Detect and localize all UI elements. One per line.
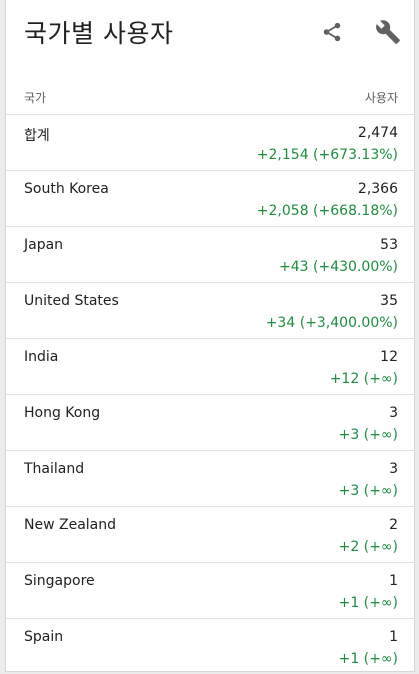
users-value: 2,366 <box>357 181 398 197</box>
country-name: Japan <box>24 237 64 253</box>
table-row[interactable]: Spain 1 +1 (+∞) <box>6 619 414 674</box>
users-value: 2 <box>389 517 398 533</box>
table-row[interactable]: Thailand 3 +3 (+∞) <box>6 451 414 507</box>
table-row[interactable]: Singapore 1 +1 (+∞) <box>6 563 414 619</box>
users-change: +3 (+∞) <box>338 427 398 443</box>
users-change: +2,058 (+668.18%) <box>256 203 398 219</box>
table-row-total[interactable]: 합계 2,474 +2,154 (+673.13%) <box>6 115 414 171</box>
users-change: +2,154 (+673.13%) <box>256 147 398 163</box>
users-change: +2 (+∞) <box>338 539 398 555</box>
users-change: +43 (+430.00%) <box>279 259 398 275</box>
card-title: 국가별 사용자 <box>24 19 174 48</box>
wrench-icon <box>376 20 400 44</box>
country-name: New Zealand <box>24 517 116 533</box>
users-change: +1 (+∞) <box>338 651 398 667</box>
table-row[interactable]: Hong Kong 3 +3 (+∞) <box>6 395 414 451</box>
country-name: United States <box>24 293 119 309</box>
country-name: Hong Kong <box>24 405 101 421</box>
users-value: 35 <box>380 293 398 309</box>
users-change: +34 (+3,400.00%) <box>265 315 398 331</box>
card-header: 국가별 사용자 <box>6 0 414 68</box>
users-by-country-card: 국가별 사용자 국가 사용자 합계 2,474 +2,154 (+673.13%) S… <box>5 0 415 672</box>
table-row[interactable]: India 12 +12 (+∞) <box>6 339 414 395</box>
users-value: 1 <box>389 573 398 589</box>
table-row[interactable]: United States 35 +34 (+3,400.00%) <box>6 283 414 339</box>
table-row[interactable]: South Korea 2,366 +2,058 (+668.18%) <box>6 171 414 227</box>
country-name: 합계 <box>24 128 50 144</box>
country-name: India <box>24 349 59 365</box>
users-change: +3 (+∞) <box>338 483 398 499</box>
users-value: 12 <box>380 349 398 365</box>
country-name: Singapore <box>24 573 95 589</box>
users-change: +1 (+∞) <box>338 595 398 611</box>
share-button[interactable] <box>316 16 348 48</box>
country-name: South Korea <box>24 181 109 197</box>
table-header: 국가 사용자 <box>6 68 414 115</box>
users-value: 3 <box>389 405 398 421</box>
column-header-users: 사용자 <box>364 91 398 105</box>
users-change: +12 (+∞) <box>329 371 398 387</box>
country-table-body: 합계 2,474 +2,154 (+673.13%) South Korea 2,366… <box>6 115 414 674</box>
users-value: 2,474 <box>357 125 398 141</box>
column-header-country: 국가 <box>24 91 47 105</box>
table-row[interactable]: Japan 53 +43 (+430.00%) <box>6 227 414 283</box>
users-value: 3 <box>389 461 398 477</box>
users-value: 53 <box>380 237 398 253</box>
country-name: Thailand <box>24 461 85 477</box>
customize-button[interactable] <box>372 16 404 48</box>
table-row[interactable]: New Zealand 2 +2 (+∞) <box>6 507 414 563</box>
share-icon <box>323 22 341 42</box>
users-value: 1 <box>389 629 398 645</box>
country-name: Spain <box>24 629 64 645</box>
